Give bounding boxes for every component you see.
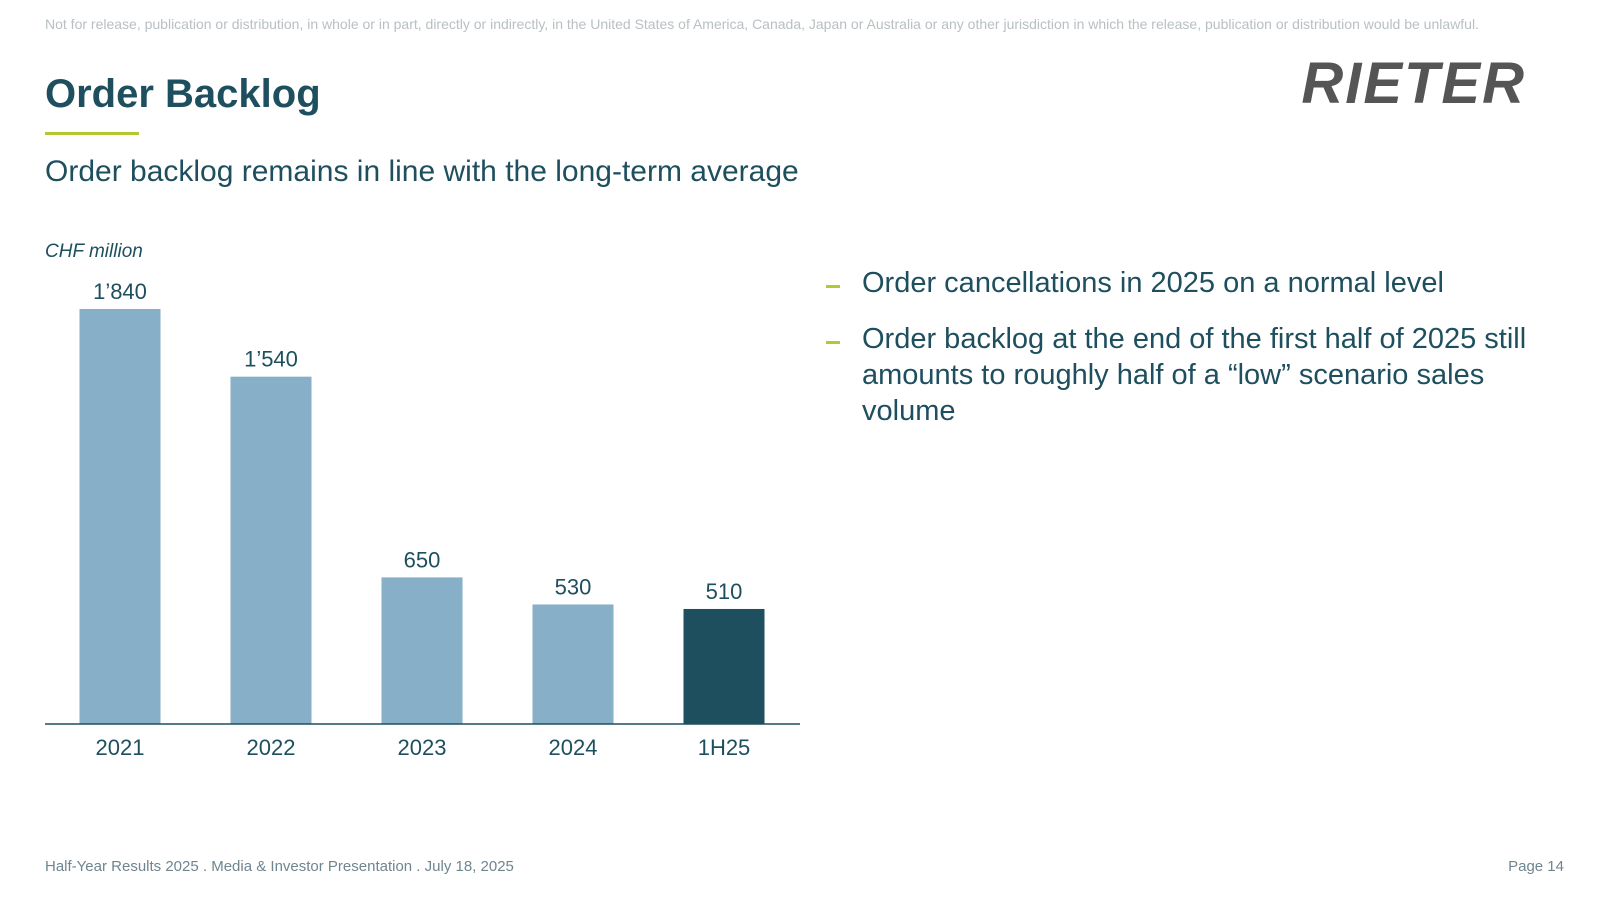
value-label: 510 [706,579,743,604]
x-tick-label: 2024 [549,735,598,760]
x-tick-label: 1H25 [698,735,751,760]
value-label: 1’840 [93,279,147,304]
x-tick-label: 2021 [96,735,145,760]
unit-label: CHF million [45,241,143,262]
page-number: Page 14 [1508,858,1564,875]
bar [683,608,765,724]
x-tick-label: 2022 [247,735,296,760]
disclaimer: Not for release, publication or distribu… [45,16,1479,32]
bar [381,577,463,724]
title-rule [45,132,139,135]
title: Order Backlog [45,72,321,116]
value-label: 1’540 [244,347,298,372]
bullet: Order backlog at the end of the first ha… [826,321,1566,429]
chart: 1’840 2021 1’540 2022 650 2023 530 2024 510 1H25 [45,279,800,760]
x-tick-label: 2023 [398,735,447,760]
bar [230,376,312,724]
bullet-list: Order cancellations in 2025 on a normal … [826,265,1566,449]
footer: Half-Year Results 2025 . Media & Investo… [45,858,514,875]
bar [79,309,161,724]
bar [532,604,614,724]
value-label: 650 [404,547,441,572]
bullet: Order cancellations in 2025 on a normal … [826,265,1566,301]
value-label: 530 [555,574,592,599]
subtitle: Order backlog remains in line with the l… [45,155,799,188]
logo: RIETER [1301,51,1526,116]
